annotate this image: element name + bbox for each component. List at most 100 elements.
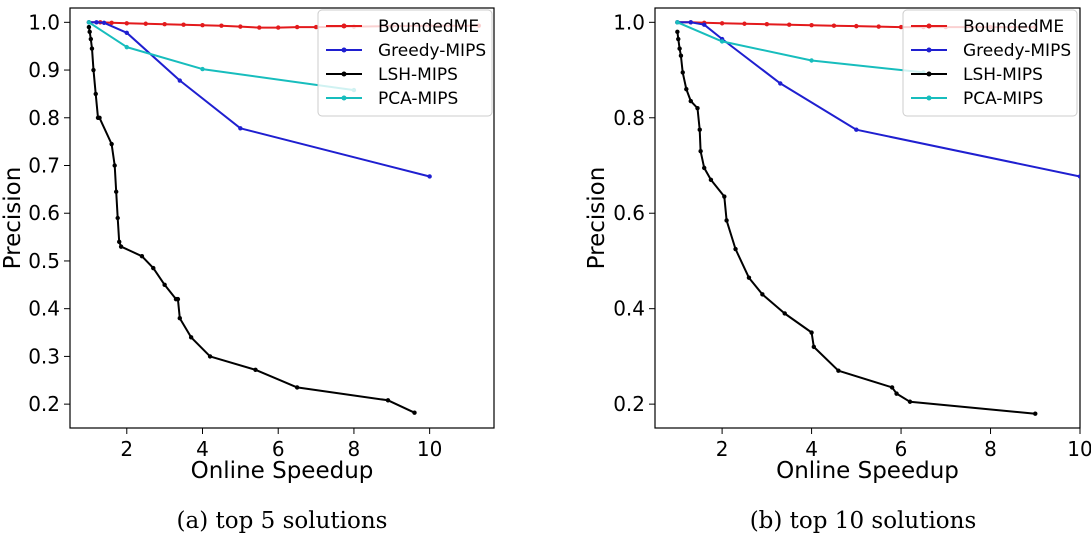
data-point-lsh-mips: [889, 385, 895, 390]
x-tick-label: 4: [805, 437, 818, 461]
legend-box: [902, 9, 1078, 117]
x-tick-label: 6: [895, 437, 908, 461]
data-point-greedy-mips: [124, 30, 129, 36]
y-axis-label: Precision: [0, 167, 26, 270]
x-axis-label: Online Speedup: [776, 458, 959, 484]
y-tick-label: 0.4: [28, 297, 60, 321]
data-point-lsh-mips: [676, 36, 681, 42]
legend-label: BoundedME: [963, 17, 1064, 37]
data-point-lsh-mips: [702, 165, 707, 171]
y-tick-label: 1.0: [28, 10, 60, 34]
data-point-lsh-mips: [809, 330, 814, 335]
data-point-lsh-mips: [139, 253, 145, 259]
data-point-boundedme: [831, 23, 837, 28]
data-point-greedy-mips: [94, 20, 99, 25]
y-tick-label: 0.6: [28, 201, 60, 225]
data-point-lsh-mips: [188, 335, 194, 340]
data-point-boundedme: [764, 22, 770, 27]
data-point-lsh-mips: [175, 296, 181, 302]
data-point-greedy-mips: [177, 78, 182, 83]
data-point-boundedme: [313, 24, 319, 30]
data-point-boundedme: [854, 23, 859, 29]
plot-frame: [654, 7, 1081, 429]
data-point-pca-mips: [719, 39, 725, 44]
legend-label: PCA-MIPS: [378, 89, 458, 109]
legend: BoundedME Greedy-MIPS LSH-MIPS PCA-MIPS: [902, 9, 1078, 117]
data-point-greedy-mips: [854, 127, 859, 132]
data-point-lsh-mips: [385, 398, 391, 403]
data-point-boundedme: [898, 24, 904, 30]
chart-a: 2 4 6 8 10 0.2 0.3 0.4 0.5 0.6 0.7 0.8 0.9 1.0 Online …: [0, 7, 495, 534]
data-point-greedy-mips: [688, 20, 693, 25]
data-point-lsh-mips: [688, 98, 693, 104]
y-tick-label: 0.2: [28, 392, 60, 416]
legend-marker: [926, 23, 932, 29]
legend-marker: [926, 47, 932, 53]
y-tick-label: 0.6: [613, 201, 645, 225]
series-line-pca-mips: [88, 21, 355, 92]
data-point-boundedme: [124, 21, 129, 26]
data-point-pca-mips: [200, 66, 205, 72]
data-point-boundedme: [162, 22, 167, 27]
data-point-lsh-mips: [207, 354, 213, 359]
data-point-lsh-mips: [151, 265, 156, 271]
y-tick-label: 1.0: [613, 10, 645, 34]
legend-marker: [341, 47, 347, 53]
data-point-lsh-mips: [811, 344, 817, 350]
x-tick-label: 2: [120, 437, 133, 461]
data-point-boundedme: [719, 21, 725, 26]
data-point-boundedme: [876, 24, 881, 29]
chart-b: 2 4 6 8 10 0.2 0.4 0.6 0.8 1.0 Online Speedup Preci…: [584, 7, 1091, 534]
data-point-lsh-mips: [760, 292, 765, 297]
data-point-lsh-mips: [91, 67, 96, 73]
data-point-lsh-mips: [93, 91, 98, 97]
series-line-pca-mips: [677, 21, 924, 74]
data-point-boundedme: [294, 24, 300, 30]
data-point-greedy-mips: [238, 126, 243, 131]
y-tick-label: 0.8: [613, 106, 645, 130]
y-axis-label: Precision: [584, 167, 610, 270]
data-point-lsh-mips: [722, 194, 727, 199]
x-tick-label: 8: [348, 437, 361, 461]
data-point-lsh-mips: [89, 46, 95, 51]
legend-label: PCA-MIPS: [963, 89, 1043, 109]
x-tick-label: 8: [984, 437, 997, 461]
y-tick-label: 0.3: [28, 344, 60, 368]
data-point-lsh-mips: [87, 29, 92, 35]
data-point-lsh-mips: [678, 53, 684, 58]
data-point-greedy-mips: [427, 174, 432, 179]
data-point-lsh-mips: [97, 115, 102, 120]
legend-label: LSH-MIPS: [378, 65, 458, 85]
legend-marker: [341, 71, 347, 77]
data-point-lsh-mips: [675, 29, 680, 35]
data-point-lsh-mips: [894, 391, 899, 396]
data-point-greedy-mips: [101, 20, 107, 25]
data-point-lsh-mips: [109, 141, 114, 147]
figure-caption: (a) top 5 solutions: [177, 508, 388, 534]
data-point-lsh-mips: [112, 163, 117, 168]
data-point-lsh-mips: [115, 215, 120, 221]
plot-frame: [69, 7, 495, 429]
data-point-lsh-mips: [1033, 411, 1038, 416]
data-point-pca-mips: [124, 44, 129, 50]
legend-label: LSH-MIPS: [963, 65, 1043, 85]
data-point-boundedme: [276, 25, 281, 30]
series-line-lsh-mips: [87, 26, 415, 414]
data-point-lsh-mips: [698, 148, 703, 154]
data-point-lsh-mips: [253, 367, 258, 372]
y-tick-label: 0.9: [28, 58, 60, 82]
data-point-boundedme: [787, 22, 792, 27]
data-point-lsh-mips: [836, 368, 841, 373]
x-tick-label: 10: [1067, 437, 1091, 461]
data-point-lsh-mips: [746, 275, 752, 280]
data-point-greedy-mips: [1077, 174, 1080, 179]
data-point-boundedme: [143, 21, 148, 26]
data-point-boundedme: [219, 23, 224, 28]
y-tick-label: 0.2: [613, 392, 645, 416]
legend-label: BoundedME: [378, 17, 479, 37]
data-point-boundedme: [809, 22, 814, 28]
data-point-lsh-mips: [724, 218, 729, 223]
data-point-lsh-mips: [782, 311, 787, 316]
figure-caption: (b) top 10 solutions: [750, 508, 977, 534]
